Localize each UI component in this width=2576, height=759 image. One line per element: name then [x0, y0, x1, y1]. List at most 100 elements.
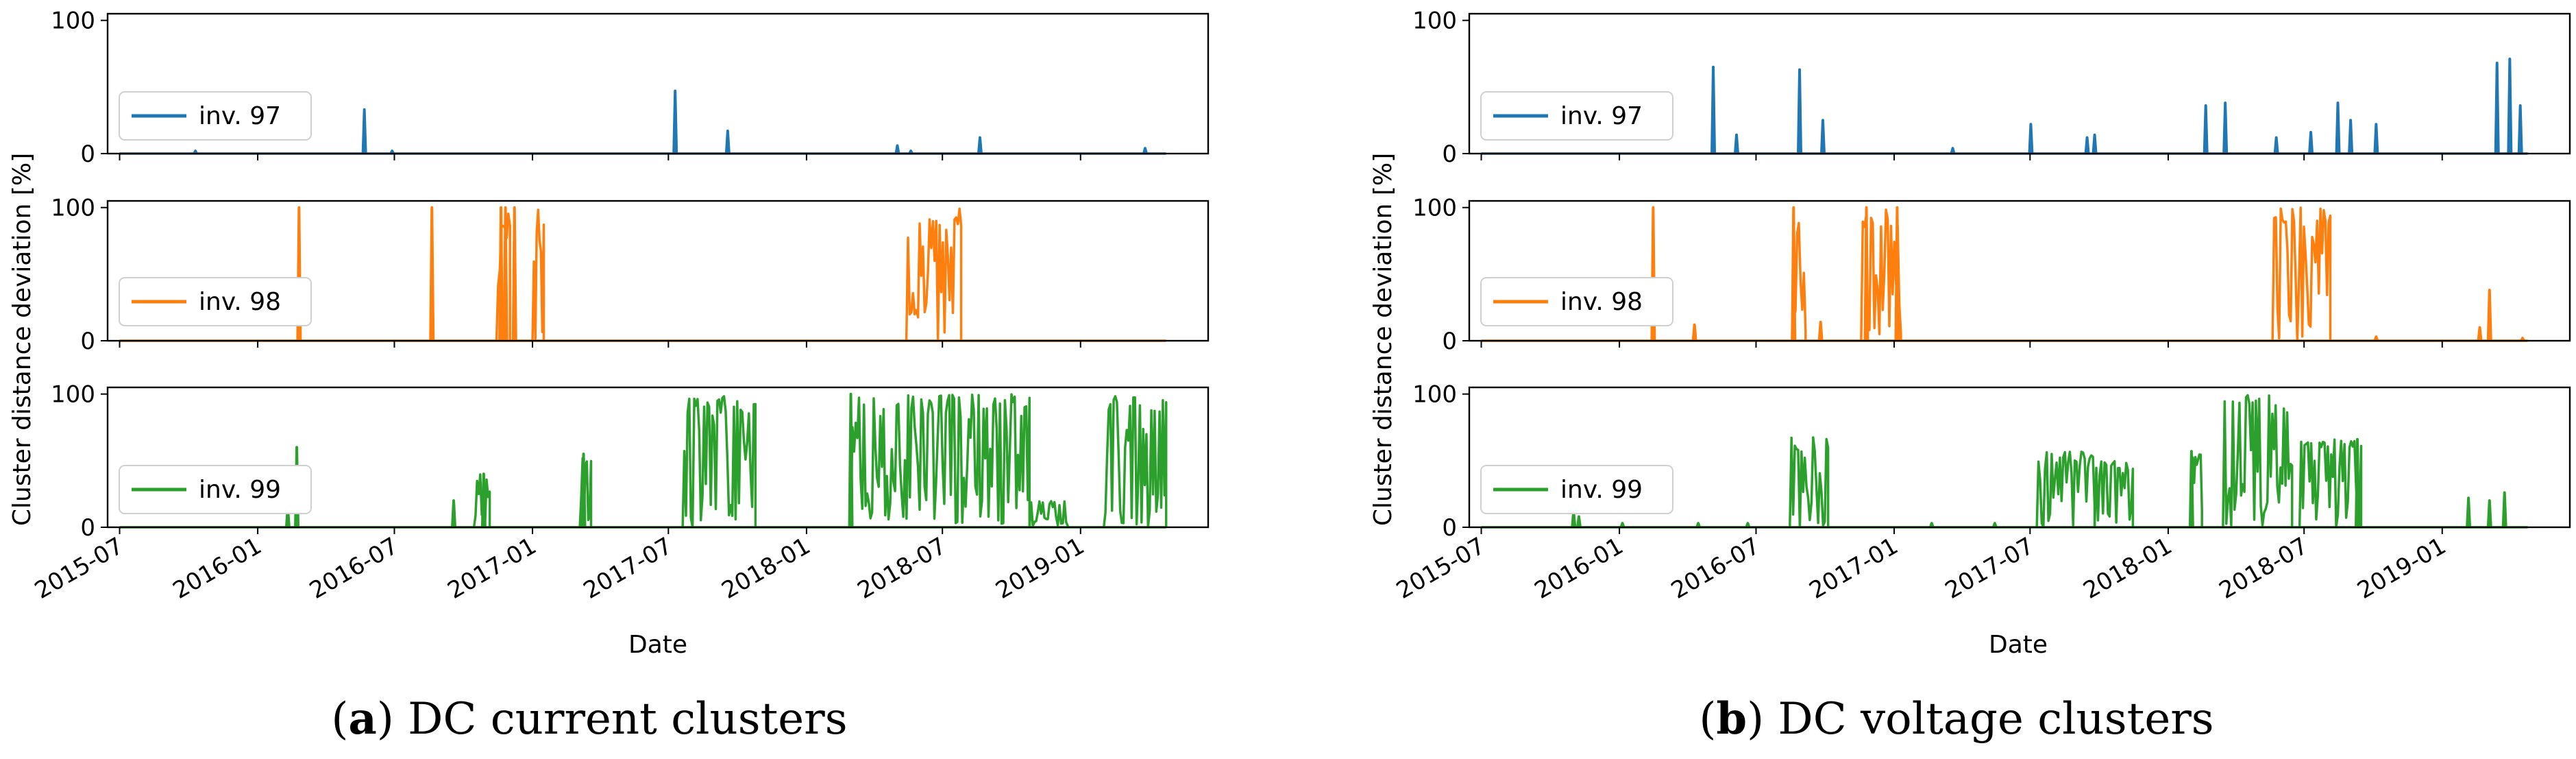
axes-frame	[106, 386, 1210, 529]
spike-mark	[1575, 515, 1582, 528]
spike-mark	[2028, 123, 2034, 154]
x-tick-label: 2015-07	[30, 532, 128, 605]
subplot-b-inv98: 0 100 inv. 98	[1412, 195, 2571, 355]
spike-mark	[724, 129, 731, 154]
axes-frame	[1468, 12, 2571, 155]
dense-block-mark	[578, 457, 593, 528]
spike-mark	[1817, 320, 1824, 341]
x-tick-label: 2015-07	[1392, 532, 1490, 605]
y-tick-label: 100	[51, 195, 95, 222]
x-tick-label: 2016-01	[1530, 532, 1628, 605]
panel-b: Cluster distance deviation [%] 0 100 inv.…	[1369, 8, 2571, 745]
dense-block-mark	[1791, 221, 1807, 341]
spike-mark	[2466, 496, 2472, 528]
y-tick-label: 0	[1442, 514, 1457, 542]
subplot-b-inv97: 0 100 inv. 97	[1412, 8, 2571, 168]
subplot-a-inv97: 0 100 inv. 97	[51, 8, 1210, 168]
spike-mark	[2486, 499, 2492, 528]
y-tick-label: 100	[51, 8, 95, 35]
dense-block-mark	[1028, 500, 1069, 528]
spike-mark	[2494, 61, 2500, 154]
y-tick-label: 0	[80, 514, 95, 542]
spike-mark	[1950, 147, 1956, 154]
caption-letter-b: b	[1716, 693, 1747, 745]
y-tick-label: 100	[1412, 381, 1457, 409]
spike-mark	[2084, 136, 2090, 154]
axes-frame	[106, 12, 1210, 155]
caption-a: (a) DC current clusters	[331, 693, 847, 745]
spike-mark	[389, 149, 395, 154]
legend: inv. 99	[1480, 465, 1673, 514]
spike-mark	[672, 89, 678, 154]
caption-b: (b) DC voltage clusters	[1699, 693, 2213, 745]
axes-frame	[1468, 200, 2571, 342]
x-tick-label: 2018-07	[2215, 532, 2313, 605]
legend-box	[119, 91, 312, 141]
ylabel-a: Cluster distance deviation [%]	[8, 153, 36, 526]
spike-mark	[2520, 337, 2525, 341]
legend-box	[1480, 277, 1673, 326]
legend-label: inv. 99	[199, 476, 281, 504]
spike-mark	[2203, 104, 2209, 154]
spike-mark	[2308, 130, 2314, 154]
x-tick-label: 2016-01	[169, 532, 267, 605]
legend-label: inv. 98	[1560, 288, 1643, 316]
spike-mark	[1819, 119, 1826, 154]
dense-block-mark	[849, 393, 1031, 528]
spike-mark	[977, 136, 983, 154]
dense-block-mark	[2298, 438, 2363, 529]
x-tick-label: 2019-01	[2353, 532, 2451, 605]
spike-mark	[2373, 335, 2379, 341]
spike-mark	[1619, 522, 1626, 528]
spike-mark	[2507, 58, 2513, 154]
legend-label: inv. 97	[199, 102, 281, 130]
x-tick-label: 2018-01	[2078, 532, 2176, 605]
spike-mark	[1691, 323, 1697, 341]
dense-block-mark	[2222, 394, 2294, 528]
spike-mark	[193, 149, 198, 154]
dense-block-mark	[905, 207, 963, 341]
x-tick-label: 2017-07	[579, 532, 677, 605]
y-tick-label: 0	[1442, 328, 1457, 355]
spike-mark	[1734, 133, 1739, 154]
legend: inv. 98	[119, 277, 312, 326]
x-tick-label: 2017-07	[1941, 532, 2039, 605]
subplot-b-inv99: 0 100 inv. 99	[1412, 381, 2571, 542]
spike-mark	[908, 149, 913, 154]
spike-mark	[498, 206, 504, 341]
xlabel-a: Date	[628, 631, 687, 659]
dense-block-mark	[2190, 453, 2203, 528]
spike-mark	[451, 499, 457, 528]
spike-mark	[2222, 101, 2229, 154]
y-tick-label: 100	[1412, 8, 1457, 35]
dense-block-mark	[495, 212, 511, 341]
caption-text-b: DC voltage clusters	[1778, 694, 2213, 745]
x-tick-label: 2018-01	[717, 532, 815, 605]
spike-mark	[2501, 491, 2507, 528]
legend-box	[119, 277, 312, 326]
spike-mark	[2477, 326, 2483, 341]
spike-mark	[2335, 101, 2341, 154]
dense-block-mark	[1789, 436, 1830, 529]
spike-mark	[1710, 65, 1717, 154]
x-tick-label: 2017-01	[443, 532, 541, 605]
y-tick-label: 100	[51, 381, 95, 409]
spike-mark	[2348, 119, 2354, 154]
caption-letter-a: a	[348, 693, 376, 745]
subplot-a-inv99: 0 100 inv. 99	[51, 381, 1210, 542]
legend-box	[1480, 465, 1673, 514]
legend-label: inv. 98	[199, 288, 281, 316]
dense-block-mark	[472, 473, 491, 528]
spike-mark	[361, 108, 367, 154]
dense-block-mark	[681, 395, 757, 529]
x-tick-label: 2017-01	[1805, 532, 1903, 605]
x-tick-label: 2016-07	[1667, 532, 1765, 605]
spike-mark	[2517, 104, 2523, 154]
spike-mark	[511, 206, 517, 341]
spike-mark	[2486, 289, 2492, 341]
subplot-a-inv98: 0 100 inv. 98	[51, 195, 1210, 355]
spike-mark	[2273, 136, 2279, 154]
dense-block-mark	[1860, 208, 1902, 341]
x-tick-label: 2018-07	[853, 532, 951, 605]
